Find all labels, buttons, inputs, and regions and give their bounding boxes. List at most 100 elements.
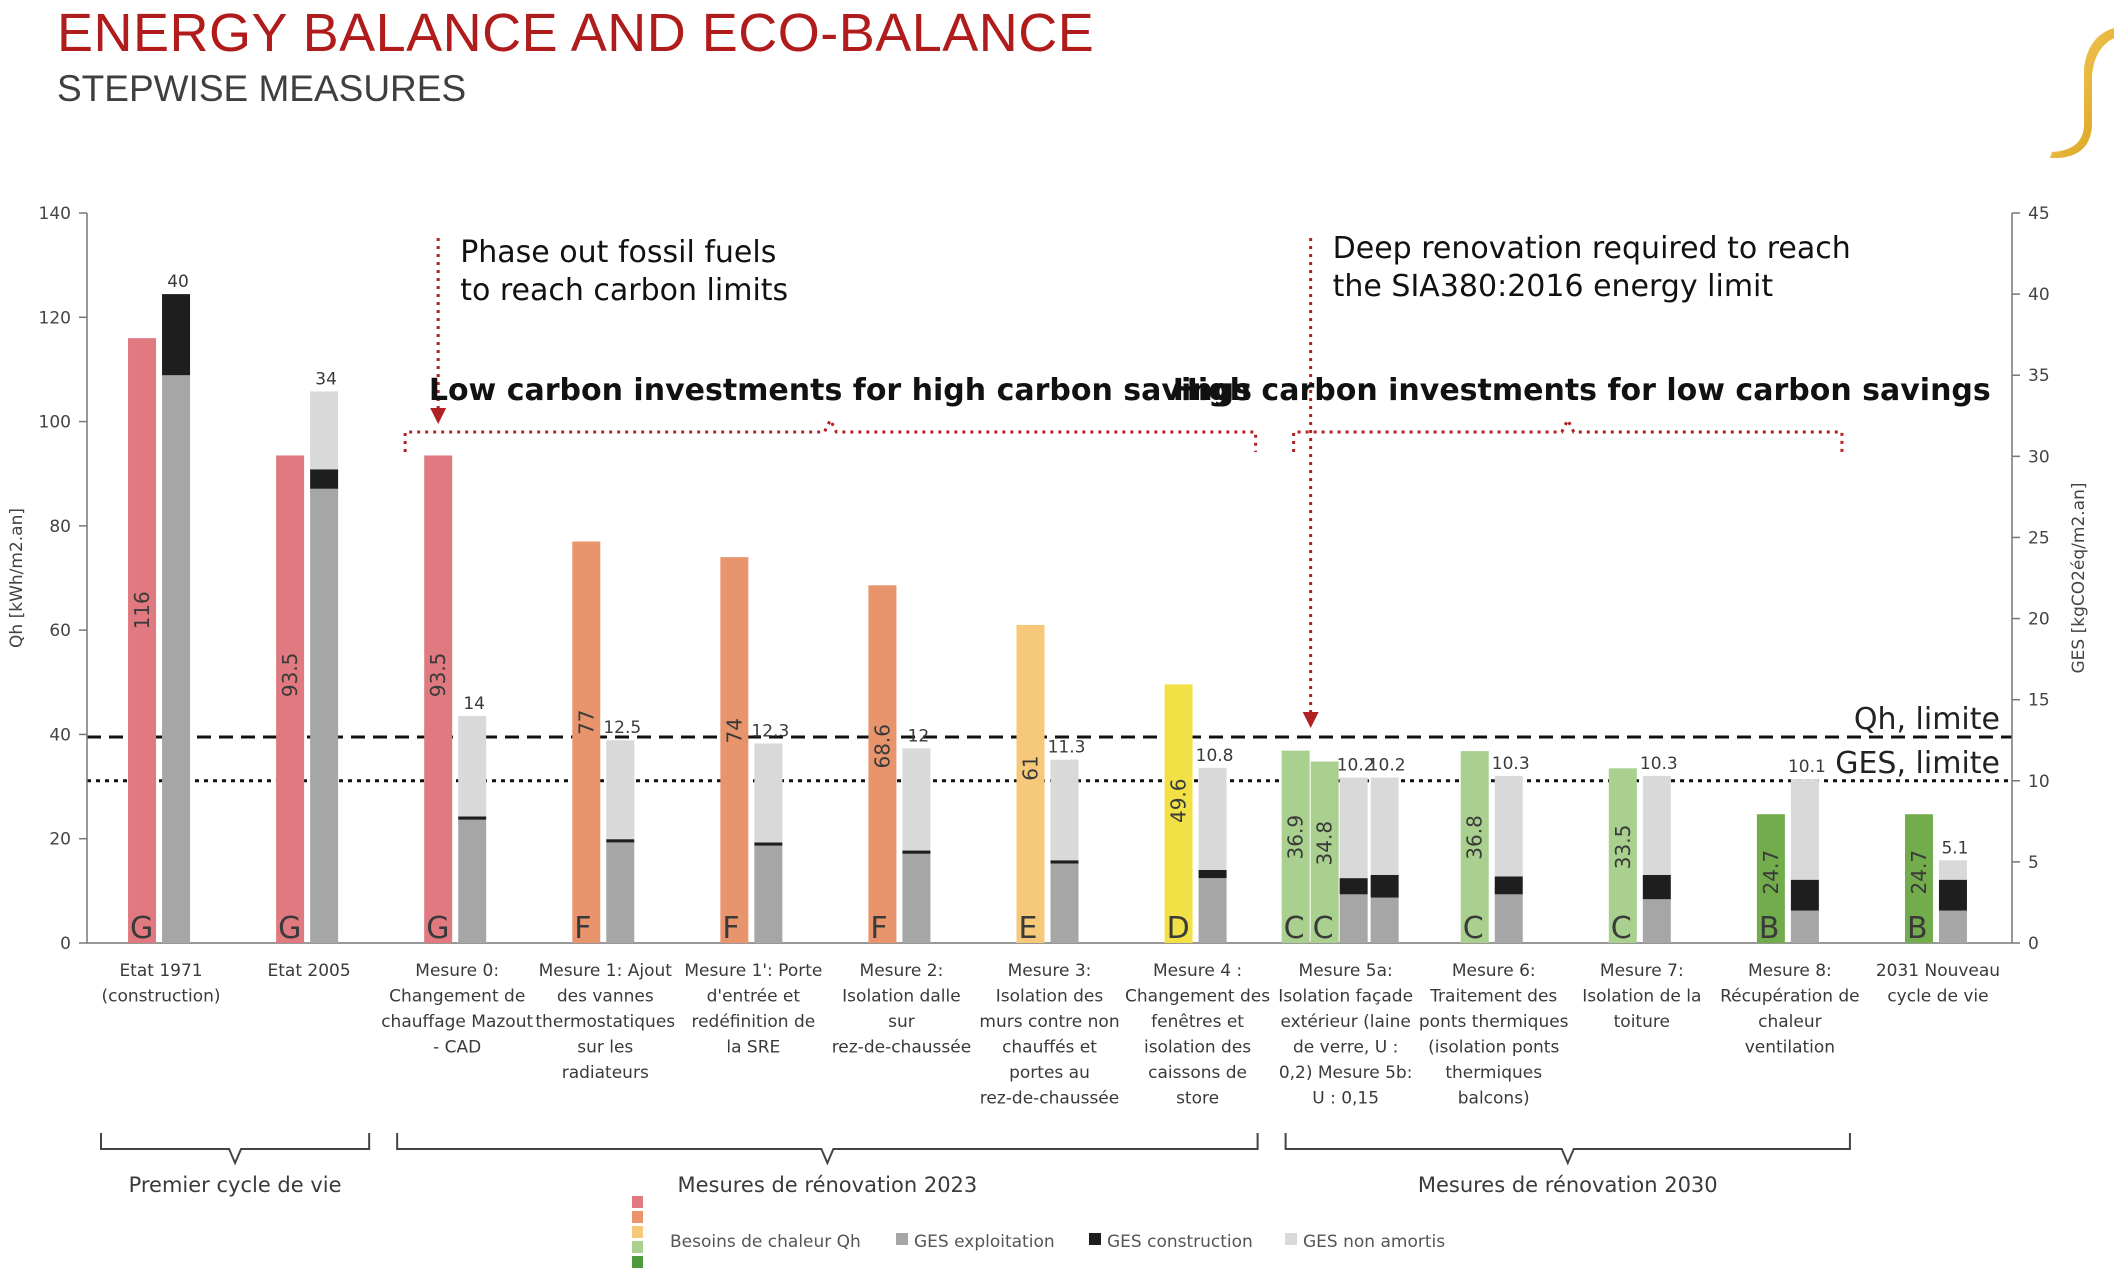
ges-value-label: 14 (463, 694, 485, 714)
annotation-text-line2: the SIA380:2016 energy limit (1333, 269, 1774, 304)
category-label: Mesure 7: Isolation de la toiture (1582, 961, 1701, 1032)
ges-exploitation-bar (606, 842, 635, 943)
qh-bar (720, 557, 749, 943)
energy-class-label: D (1167, 911, 1190, 946)
ges-exploitation-bar (1198, 878, 1227, 943)
qh-bar (1310, 761, 1339, 943)
annotation-text-line2: to reach carbon limits (460, 273, 788, 308)
y-left-tick-label: 120 (39, 308, 71, 328)
annotation-bracket-label: High carbon investments for low carbon s… (1173, 373, 1991, 408)
ges-non-amortis-bar (1494, 775, 1523, 877)
reference-line-label: Qh, limite (1854, 702, 2000, 737)
qh-value-label: 116 (130, 591, 154, 629)
energy-class-label: C (1611, 911, 1632, 946)
y-right-tick-label: 30 (2028, 447, 2050, 467)
ges-non-amortis-bar (1938, 860, 1967, 880)
ges-value-label: 10.2 (1337, 756, 1375, 776)
legend-swatch (896, 1233, 908, 1245)
qh-bar (868, 585, 897, 943)
group-label: Mesures de rénovation 2023 (677, 1173, 977, 1197)
ges-non-amortis-bar (902, 748, 931, 851)
annotation-arrow-head (1302, 712, 1319, 728)
y-right-tick-label: 20 (2028, 610, 2050, 630)
qh-bar (1281, 750, 1310, 943)
qh-bar (128, 338, 157, 944)
energy-class-label: E (1019, 911, 1038, 946)
qh-value-label: 74 (722, 718, 746, 743)
ges-exploitation-bar (1642, 899, 1671, 943)
ges-value-label: 10.1 (1788, 757, 1826, 777)
legend-swatch-qh (632, 1241, 643, 1253)
ges-construction-bar (310, 469, 339, 489)
y-right-tick-label: 40 (2028, 285, 2050, 305)
category-label: 2031 Nouveau cycle de vie (1876, 961, 2000, 1007)
y-right-tick-label: 35 (2028, 366, 2050, 386)
energy-class-label: C (1313, 911, 1334, 946)
qh-bar (1460, 751, 1489, 943)
ges-non-amortis-bar (754, 743, 783, 843)
ges-exploitation-bar (162, 375, 191, 943)
qh-bar (572, 541, 601, 943)
y-right-tick-label: 45 (2028, 204, 2050, 224)
ges-value-label: 10.2 (1368, 756, 1406, 776)
ges-construction-bar (1938, 879, 1967, 911)
qh-bar (1164, 684, 1193, 943)
qh-value-label: 68.6 (870, 724, 894, 769)
ges-exploitation-bar (902, 853, 931, 943)
qh-value-label: 93.5 (278, 653, 302, 698)
annotation-arrow-head (430, 408, 447, 424)
energy-class-label: G (426, 911, 449, 946)
qh-bar (276, 455, 305, 943)
legend-label: GES construction (1107, 1232, 1253, 1252)
qh-value-label: 49.6 (1167, 778, 1191, 823)
ges-non-amortis-bar (1050, 759, 1079, 861)
reference-line-label: GES, limite (1835, 746, 2000, 781)
ges-exploitation-bar (1790, 910, 1819, 943)
group-brace (396, 1133, 1259, 1166)
qh-value-label: 77 (574, 709, 598, 734)
ges-value-label: 11.3 (1048, 738, 1086, 758)
category-label: Mesure 5a: Isolation façade extérieur (lai… (1278, 961, 1413, 1109)
ges-exploitation-bar (1938, 910, 1967, 943)
qh-bar (424, 455, 453, 943)
ges-non-amortis-bar (458, 715, 487, 817)
energy-class-label: B (1907, 911, 1928, 946)
qh-bar (1904, 814, 1933, 943)
legend-swatch-qh (632, 1226, 643, 1238)
legend-label: GES non amortis (1303, 1232, 1445, 1252)
qh-value-label: 61 (1019, 755, 1043, 780)
qh-value-label: 33.5 (1611, 825, 1635, 870)
group-label: Premier cycle de vie (129, 1173, 342, 1197)
ges-construction-bar (1050, 860, 1079, 864)
qh-bar (1016, 624, 1045, 943)
energy-class-label: C (1463, 911, 1484, 946)
energy-class-label: F (722, 911, 739, 946)
qh-value-label: 34.8 (1313, 821, 1337, 866)
qh-bar (1608, 768, 1637, 943)
y-left-tick-label: 20 (49, 830, 71, 850)
energy-class-label: F (870, 911, 887, 946)
ges-construction-bar (754, 842, 783, 846)
ges-construction-bar (606, 839, 635, 843)
annotation-bracket (1292, 416, 1844, 452)
qh-value-label: 36.9 (1284, 815, 1308, 860)
ges-non-amortis-bar (310, 391, 339, 470)
ges-construction-bar (902, 850, 931, 854)
ges-construction-bar (458, 816, 487, 820)
legend-swatch-qh (632, 1196, 643, 1208)
ges-non-amortis-bar (1370, 777, 1399, 875)
qh-value-label: 24.7 (1759, 850, 1783, 895)
category-label: Etat 2005 (268, 961, 351, 981)
qh-bar (1756, 814, 1785, 943)
energy-class-label: G (130, 911, 153, 946)
category-label: Mesure 1': Porte d'entrée et redéfinition … (684, 961, 822, 1058)
y-right-tick-label: 5 (2028, 853, 2039, 873)
qh-value-label: 36.8 (1463, 815, 1487, 860)
category-label: Etat 1971 (construction) (102, 961, 221, 1007)
category-label: Mesure 2: Isolation dalle sur rez-de-chauss… (832, 961, 971, 1058)
page-title: ENERGY BALANCE AND ECO-BALANCE (57, 3, 1095, 63)
ges-value-label: 12.5 (603, 718, 641, 738)
ges-value-label: 5.1 (1941, 838, 1968, 858)
y-left-tick-label: 140 (39, 204, 71, 224)
